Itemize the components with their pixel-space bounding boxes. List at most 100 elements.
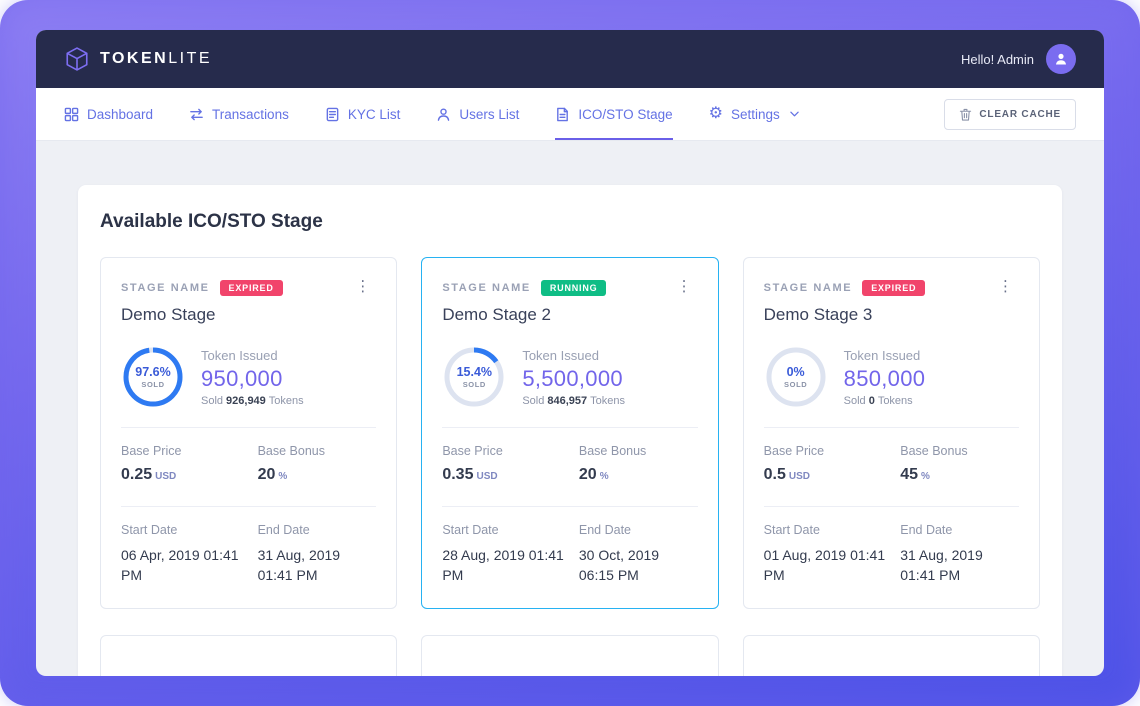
nav-item-settings[interactable]: ⚙ Settings	[709, 88, 799, 140]
app-window: TOKENLITE Hello! Admin	[36, 30, 1104, 676]
start-date-label: Start Date	[121, 523, 178, 537]
price-bonus-row: Base Price 0.25 USD Base Bonus 20%	[121, 427, 377, 506]
base-price-value: 0.25	[121, 466, 153, 483]
ico-sto-stage-icon	[557, 107, 569, 121]
base-price-unit: USD	[788, 471, 811, 482]
price-bonus-row: Base Price 0.35 USD Base Bonus 20%	[442, 427, 698, 506]
end-date-label: End Date	[578, 523, 632, 537]
start-date-block: Start Date 06 Apr, 2019 01:41 PM	[121, 523, 258, 586]
brand-text: TOKENLITE	[100, 50, 213, 67]
dashboard-grid-icon	[64, 107, 79, 121]
sold-tokens-line: Sold 926,949 Tokens	[201, 394, 304, 407]
nav-item-ico-sto-stage[interactable]: ICO/STO Stage	[555, 88, 673, 140]
base-price-block: Base Price 0.25 USD	[121, 444, 258, 484]
start-date-label: Start Date	[763, 523, 820, 537]
card-menu-button[interactable]: ⋮	[671, 276, 698, 297]
base-bonus-unit: %	[599, 471, 609, 482]
stage-card: STAGE NAME EXPIRED Demo Stage 3 ⋮	[742, 257, 1040, 609]
status-badge: RUNNING	[540, 280, 607, 296]
token-issued-label: Token Issued	[522, 347, 599, 363]
base-bonus-unit: %	[278, 471, 288, 482]
nav-label: ICO/STO Stage	[578, 106, 673, 122]
users-list-icon	[438, 107, 450, 121]
end-date-value: 31 Aug, 2019 01:41 PM	[900, 547, 983, 584]
stages-panel: Available ICO/STO Stage STAGE NAME EXPIR…	[78, 185, 1062, 676]
greeting-text: Hello! Admin	[961, 51, 1034, 67]
stage-name-label: STAGE NAME	[121, 282, 210, 294]
cards-grid: STAGE NAME EXPIRED Demo Stage ⋮	[100, 257, 1040, 609]
donut-percent: 0%	[786, 365, 805, 379]
nav-item-kyc-list[interactable]: KYC List	[325, 88, 401, 140]
main-navbar: Dashboard Transactions KYC List	[36, 88, 1104, 141]
token-issued-value: 850,000	[843, 365, 926, 391]
base-price-unit: USD	[476, 471, 498, 482]
brand-logo[interactable]: TOKENLITE	[64, 46, 212, 72]
start-date-value: 01 Aug, 2019 01:41 PM	[763, 547, 886, 584]
card-head: STAGE NAME RUNNING Demo Stage 2 ⋮	[442, 276, 697, 325]
cards-grid-row2	[100, 634, 1040, 676]
dates-row: Start Date 06 Apr, 2019 01:41 PM End Dat…	[121, 506, 377, 608]
donut-text: 97.6% SOLD	[121, 345, 185, 409]
base-price-value: 0.35	[442, 466, 474, 483]
base-bonus-value: 20	[578, 466, 597, 483]
nav-item-dashboard[interactable]: Dashboard	[64, 88, 153, 140]
end-date-label: End Date	[900, 523, 953, 537]
stage-title: Demo Stage	[121, 305, 216, 324]
base-bonus-block: Base Bonus 20%	[258, 444, 377, 484]
card-head: STAGE NAME EXPIRED Demo Stage 3 ⋮	[764, 276, 1019, 325]
stage-name-label: STAGE NAME	[763, 282, 853, 294]
trash-icon	[960, 108, 972, 121]
stage-line: STAGE NAME RUNNING	[442, 280, 607, 296]
user-icon	[1056, 53, 1066, 65]
dates-row: Start Date 01 Aug, 2019 01:41 PM End Dat…	[763, 506, 1019, 608]
base-bonus-value: 45	[900, 466, 919, 483]
base-price-label: Base Price	[442, 444, 503, 458]
stage-title: Demo Stage 2	[442, 305, 552, 324]
base-price-block: Base Price 0.35 USD	[442, 444, 579, 484]
start-date-value: 06 Apr, 2019 01:41 PM	[121, 547, 239, 584]
end-date-label: End Date	[257, 523, 310, 537]
nav-item-users-list[interactable]: Users List	[436, 88, 519, 140]
kyc-list-icon	[326, 107, 339, 121]
donut-sold-label: SOLD	[141, 380, 165, 389]
avatar[interactable]	[1046, 44, 1076, 74]
stage-line: STAGE NAME EXPIRED	[764, 280, 926, 296]
status-badge: EXPIRED	[219, 280, 283, 296]
stage-title: Demo Stage 3	[763, 305, 873, 324]
gear-icon: ⚙	[708, 105, 724, 122]
nav-label: Settings	[731, 106, 780, 122]
base-bonus-label: Base Bonus	[578, 444, 647, 458]
transactions-arrows-icon	[190, 108, 203, 120]
end-date-block: End Date 31 Aug, 2019 01:41 PM	[258, 523, 377, 586]
base-price-unit: USD	[155, 471, 177, 482]
base-bonus-label: Base Bonus	[257, 444, 325, 458]
nav-items: Dashboard Transactions KYC List	[64, 88, 799, 140]
donut-chart: 0% SOLD	[764, 345, 828, 409]
clear-cache-label: CLEAR CACHE	[979, 108, 1061, 120]
clear-cache-button[interactable]: CLEAR CACHE	[944, 98, 1076, 130]
base-bonus-label: Base Bonus	[900, 444, 968, 458]
card-menu-button[interactable]: ⋮	[992, 276, 1019, 297]
start-date-block: Start Date 28 Aug, 2019 01:41 PM	[442, 523, 579, 586]
base-price-label: Base Price	[121, 444, 182, 458]
token-issued-block: Token Issued 5,500,000 Sold 846,957 Tokens	[522, 348, 625, 407]
end-date-value: 30 Oct, 2019 06:15 PM	[578, 547, 660, 584]
nav-item-transactions[interactable]: Transactions	[189, 88, 289, 140]
card-head: STAGE NAME EXPIRED Demo Stage ⋮	[121, 276, 376, 325]
stage-card: STAGE NAME RUNNING Demo Stage 2 ⋮	[421, 257, 719, 609]
stage-line: STAGE NAME EXPIRED	[121, 280, 283, 296]
stage-name-label: STAGE NAME	[442, 282, 531, 294]
token-issued-value: 5,500,000	[522, 365, 623, 391]
start-date-block: Start Date 01 Aug, 2019 01:41 PM	[764, 523, 901, 586]
start-date-label: Start Date	[442, 523, 499, 537]
base-bonus-value: 20	[257, 466, 276, 483]
nav-label: Dashboard	[87, 106, 154, 122]
card-menu-button[interactable]: ⋮	[349, 276, 376, 297]
status-badge: EXPIRED	[862, 280, 926, 296]
end-date-block: End Date 31 Aug, 2019 01:41 PM	[900, 523, 1019, 586]
stage-card-partial	[421, 634, 719, 676]
base-price-block: Base Price 0.5 USD	[764, 444, 901, 484]
donut-text: 0% SOLD	[764, 345, 828, 409]
nav-label: KYC List	[347, 106, 401, 122]
